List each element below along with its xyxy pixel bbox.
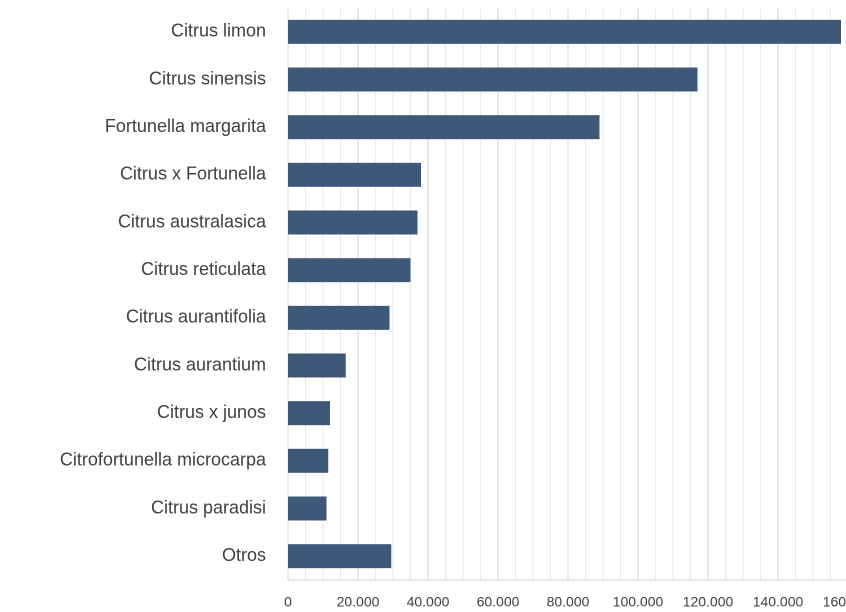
bar [288,305,390,330]
bar [288,258,411,283]
bar [288,544,392,569]
y-tick-label: Citrus limon [171,21,266,41]
bar [288,496,327,521]
x-tick-label: 120.000 [683,594,734,610]
y-tick-label: Otros [222,545,266,565]
y-tick-label: Citrus paradisi [151,497,266,517]
x-tick-label: 0 [284,594,292,610]
x-tick-label: 140.000 [753,594,804,610]
y-tick-label: Citrofortunella microcarpa [60,450,267,470]
y-tick-label: Citrus aurantifolia [126,307,267,327]
y-tick-label: Citrus aurantium [134,354,266,374]
y-tick-label: Citrus reticulata [141,259,267,279]
bar [288,353,346,378]
y-tick-label: Citrus x Fortunella [120,164,267,184]
bar [288,67,698,92]
y-tick-label: Fortunella margarita [105,116,267,136]
bar [288,448,329,473]
y-tick-label: Citrus australasica [118,211,267,231]
bar [288,162,421,187]
y-tick-label: Citrus x junos [157,402,266,422]
y-tick-label: Citrus sinensis [149,68,266,88]
bar [288,210,418,235]
x-tick-label: 60.000 [477,594,520,610]
bar [288,401,330,426]
x-tick-label: 100.000 [613,594,664,610]
bar [288,115,600,140]
x-tick-label: 40.000 [407,594,450,610]
x-tick-label: 160.000 [823,594,846,610]
bar [288,19,841,44]
x-tick-label: 20.000 [337,594,380,610]
x-tick-label: 80.000 [547,594,590,610]
